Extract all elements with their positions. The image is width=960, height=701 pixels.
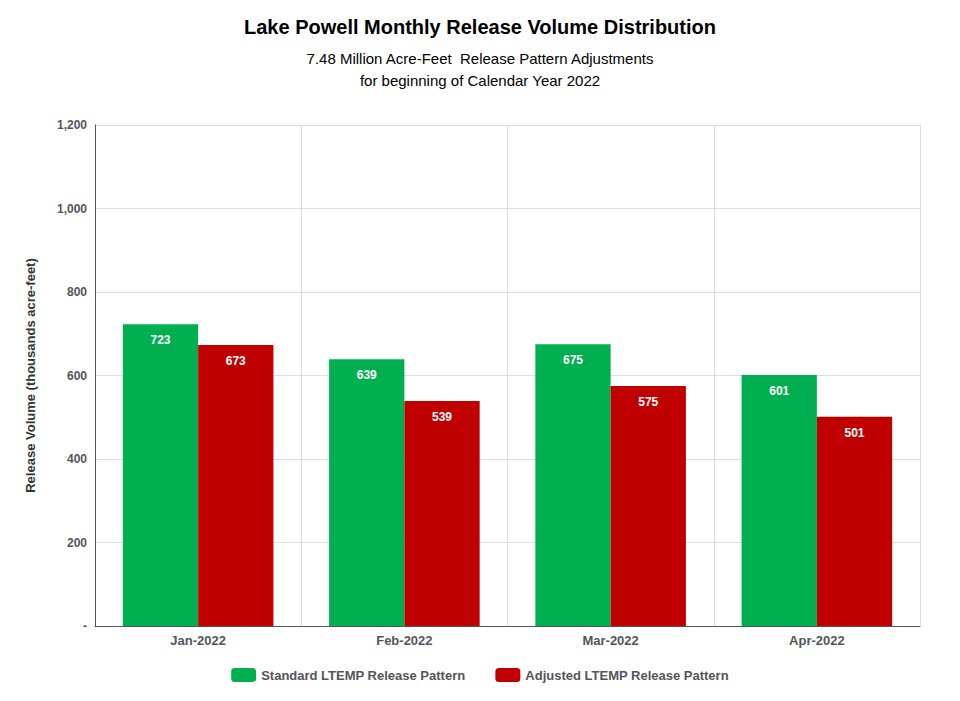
svg-text:Release Volume (thousands acre: Release Volume (thousands acre-feet) — [23, 258, 38, 493]
svg-text:673: 673 — [226, 354, 246, 368]
svg-text:1,000: 1,000 — [57, 202, 87, 216]
svg-text:800: 800 — [67, 285, 87, 299]
svg-text:Lake Powell Monthly Release Vo: Lake Powell Monthly Release Volume Distr… — [244, 16, 716, 38]
svg-text:601: 601 — [769, 384, 789, 398]
svg-text:Standard LTEMP Release Pattern: Standard LTEMP Release Pattern — [261, 668, 465, 683]
svg-text:539: 539 — [432, 410, 452, 424]
svg-text:Adjusted LTEMP Release Pattern: Adjusted LTEMP Release Pattern — [525, 668, 728, 683]
svg-text:-: - — [83, 619, 87, 633]
svg-text:675: 675 — [563, 353, 583, 367]
svg-text:for beginning of Calendar Year: for beginning of Calendar Year 2022 — [360, 72, 600, 89]
svg-text:501: 501 — [845, 426, 865, 440]
svg-text:723: 723 — [150, 333, 170, 347]
svg-text:Feb-2022: Feb-2022 — [376, 633, 432, 648]
svg-text:200: 200 — [67, 536, 87, 550]
svg-text:639: 639 — [357, 368, 377, 382]
svg-text:575: 575 — [638, 395, 658, 409]
svg-text:Apr-2022: Apr-2022 — [789, 633, 845, 648]
svg-text:Mar-2022: Mar-2022 — [582, 633, 638, 648]
svg-text:400: 400 — [67, 452, 87, 466]
svg-text:Jan-2022: Jan-2022 — [170, 633, 226, 648]
svg-text:600: 600 — [67, 369, 87, 383]
svg-text:1,200: 1,200 — [57, 118, 87, 132]
svg-text:7.48 Million Acre-Feet Releas: 7.48 Million Acre-Feet Release Pattern A… — [307, 50, 654, 67]
